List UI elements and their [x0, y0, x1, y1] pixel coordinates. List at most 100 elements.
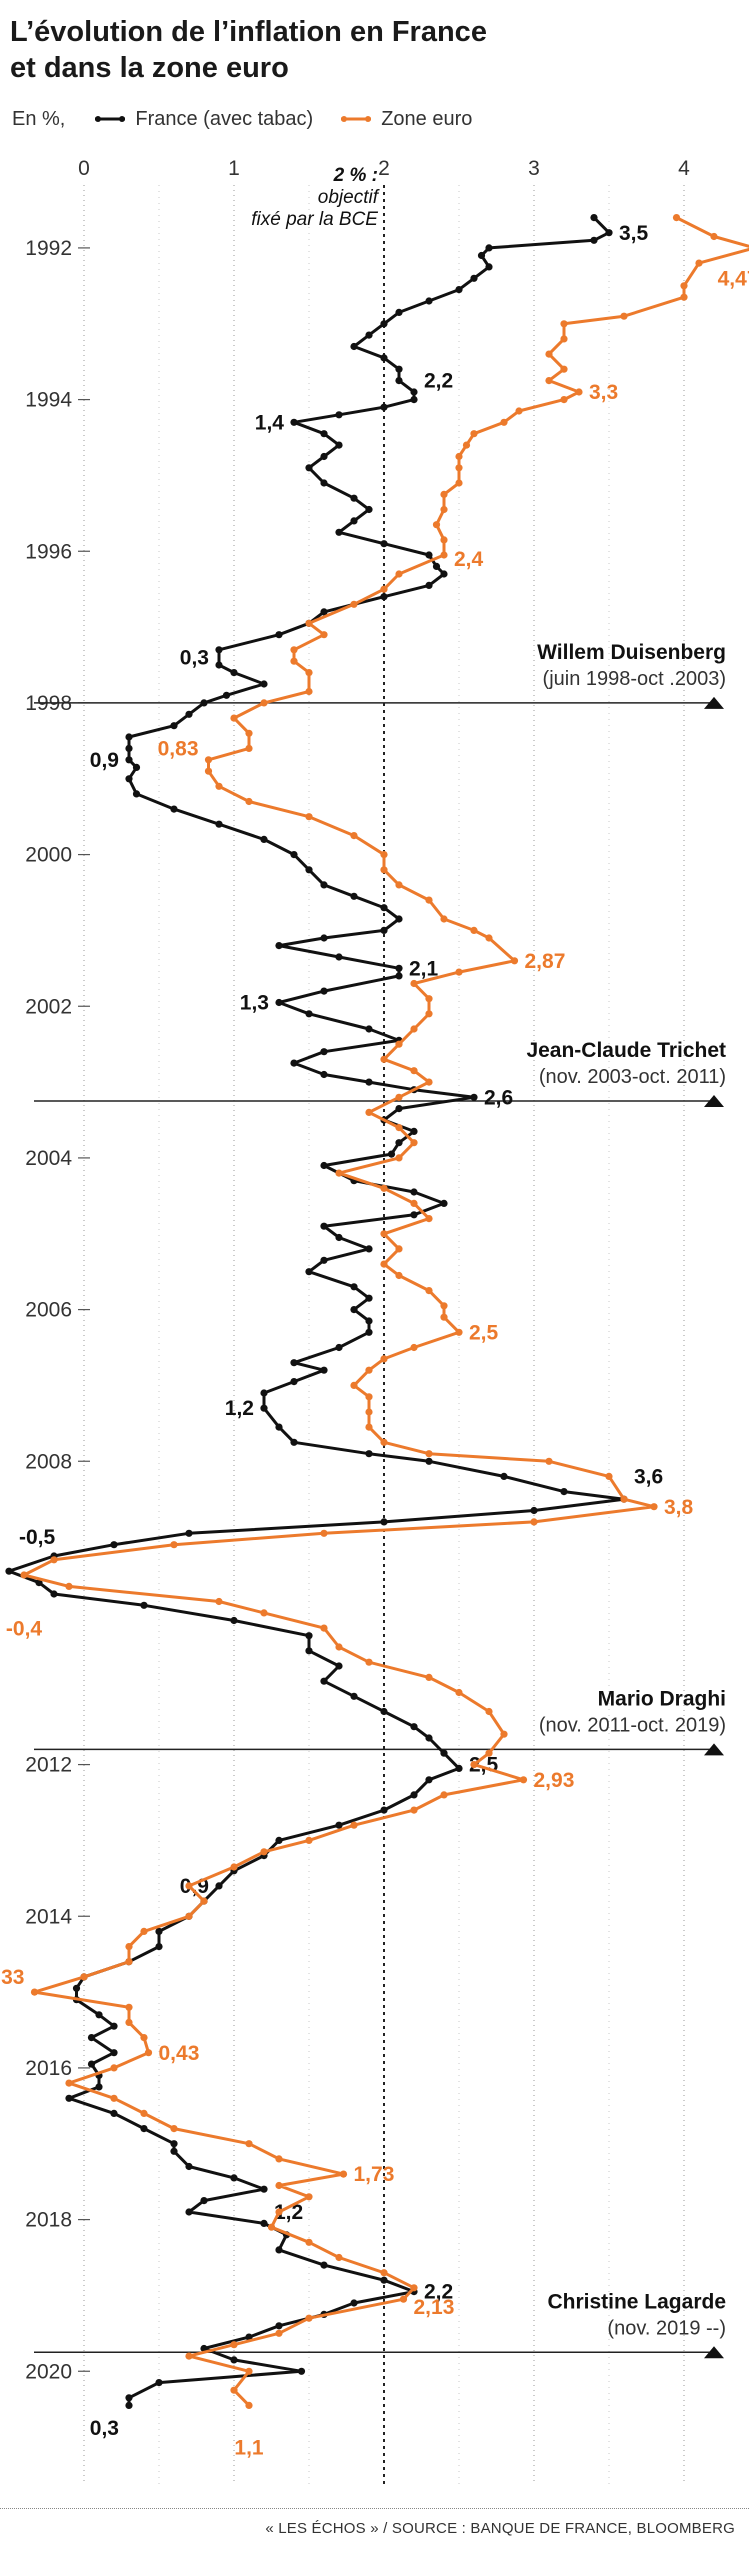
- france-data-label: 2,2: [424, 370, 453, 393]
- x-tick-label: 0: [78, 157, 90, 180]
- france-point: [395, 964, 403, 972]
- france-point: [260, 680, 268, 688]
- france-point: [95, 2083, 103, 2091]
- x-tick-label: 3: [528, 157, 540, 180]
- france-point: [87, 2060, 96, 2068]
- france-point: [365, 1294, 373, 1302]
- euro-data-label: 2,4: [454, 548, 484, 571]
- euro-point: [395, 1124, 403, 1132]
- france-point: [380, 1806, 388, 1814]
- france-point: [500, 1472, 508, 1480]
- france-point: [275, 1423, 283, 1431]
- euro-point: [440, 536, 448, 544]
- france-point: [410, 1723, 418, 1731]
- france-point: [320, 2261, 328, 2269]
- france-point: [170, 2140, 178, 2148]
- euro-point: [380, 1184, 388, 1192]
- footer-divider: [0, 2508, 749, 2509]
- france-point: [410, 1211, 418, 1219]
- euro-point: [425, 1673, 433, 1681]
- president-name: Willem Duisenberg: [537, 641, 726, 664]
- france-point: [350, 342, 358, 351]
- france-point: [335, 1233, 343, 1242]
- euro-point: [455, 968, 463, 976]
- france-point: [335, 411, 343, 419]
- france-data-label: 1,2: [274, 2201, 303, 2224]
- euro-point: [350, 1821, 358, 1829]
- euro-point: [320, 631, 328, 639]
- president-name: Jean-Claude Trichet: [526, 1039, 726, 1062]
- euro-data-label: 1,1: [234, 2436, 264, 2459]
- euro-data-label: 0,43: [159, 2042, 200, 2065]
- euro-point: [545, 1457, 553, 1465]
- euro-point: [305, 669, 313, 677]
- france-point: [470, 1093, 478, 1101]
- france-point: [590, 236, 598, 244]
- euro-point: [365, 1423, 373, 1431]
- france-point: [530, 1506, 538, 1515]
- euro-point: [519, 1776, 528, 1784]
- source-footer: « LES ÉCHOS » / SOURCE : BANQUE DE FRANC…: [265, 2520, 735, 2537]
- president-name: Christine Lagarde: [547, 2290, 726, 2313]
- euro-point: [440, 1302, 448, 1310]
- france-point: [395, 1105, 403, 1113]
- france-point: [215, 646, 223, 654]
- france-point: [305, 1647, 313, 1655]
- euro-point: [432, 521, 441, 529]
- euro-point: [560, 396, 568, 404]
- france-point: [425, 297, 433, 305]
- euro-point: [305, 2193, 313, 2201]
- france-point: [380, 2276, 388, 2284]
- euro-data-label: -0,4: [6, 1617, 43, 1640]
- france-point: [290, 1059, 298, 1067]
- euro-data-label: 2,13: [414, 2296, 455, 2319]
- euro-point: [680, 293, 688, 301]
- euro-point: [245, 2367, 253, 2375]
- france-point: [335, 1662, 343, 1670]
- france-point: [305, 866, 313, 874]
- legend-item-france: France (avec tabac): [93, 108, 313, 131]
- euro-point: [140, 2034, 148, 2042]
- euro-point: [455, 479, 463, 487]
- france-point: [72, 1984, 81, 1992]
- euro-point: [470, 926, 478, 935]
- france-point: [350, 2299, 358, 2307]
- france-point: [380, 1707, 388, 1716]
- euro-point: [245, 729, 253, 737]
- inflation-chart: 0 1 2 3 419921994199619982000200220042006200…: [0, 157, 749, 2485]
- france-data-label: 0,3: [180, 646, 209, 669]
- france-point: [230, 669, 238, 677]
- france-point: [380, 320, 388, 328]
- france-point: [387, 1150, 396, 1158]
- euro-point: [695, 259, 703, 267]
- france-data-label: 2,6: [484, 1086, 513, 1109]
- title-line-2: et dans la zone euro: [10, 52, 289, 84]
- euro-point: [650, 1503, 658, 1511]
- euro-point: [680, 282, 688, 290]
- title-line-1: L’évolution de l’inflation en France: [10, 16, 487, 48]
- france-point: [335, 441, 343, 449]
- y-tick-label: 1994: [25, 389, 72, 412]
- france-point: [140, 1601, 148, 1609]
- france-point: [125, 733, 133, 741]
- france-point: [155, 1943, 163, 1951]
- euro-point: [215, 782, 223, 790]
- france-point: [320, 934, 328, 942]
- france-data-label: 0,9: [90, 749, 119, 772]
- france-point: [395, 1139, 403, 1147]
- euro-point: [230, 714, 238, 722]
- france-point: [275, 2246, 283, 2254]
- france-point: [432, 562, 441, 570]
- euro-point: [260, 699, 268, 707]
- france-point: [290, 1359, 298, 1367]
- legend: En %, France (avec tabac) Zone euro: [12, 104, 498, 134]
- euro-point: [425, 1287, 433, 1295]
- france-point: [132, 790, 141, 798]
- france-point: [425, 581, 433, 589]
- triangle-marker-icon: [704, 1743, 724, 1756]
- france-point: [230, 2356, 238, 2364]
- france-point: [470, 274, 478, 282]
- france-point: [320, 1366, 328, 1374]
- france-point: [125, 744, 133, 753]
- euro-point: [380, 1230, 388, 1238]
